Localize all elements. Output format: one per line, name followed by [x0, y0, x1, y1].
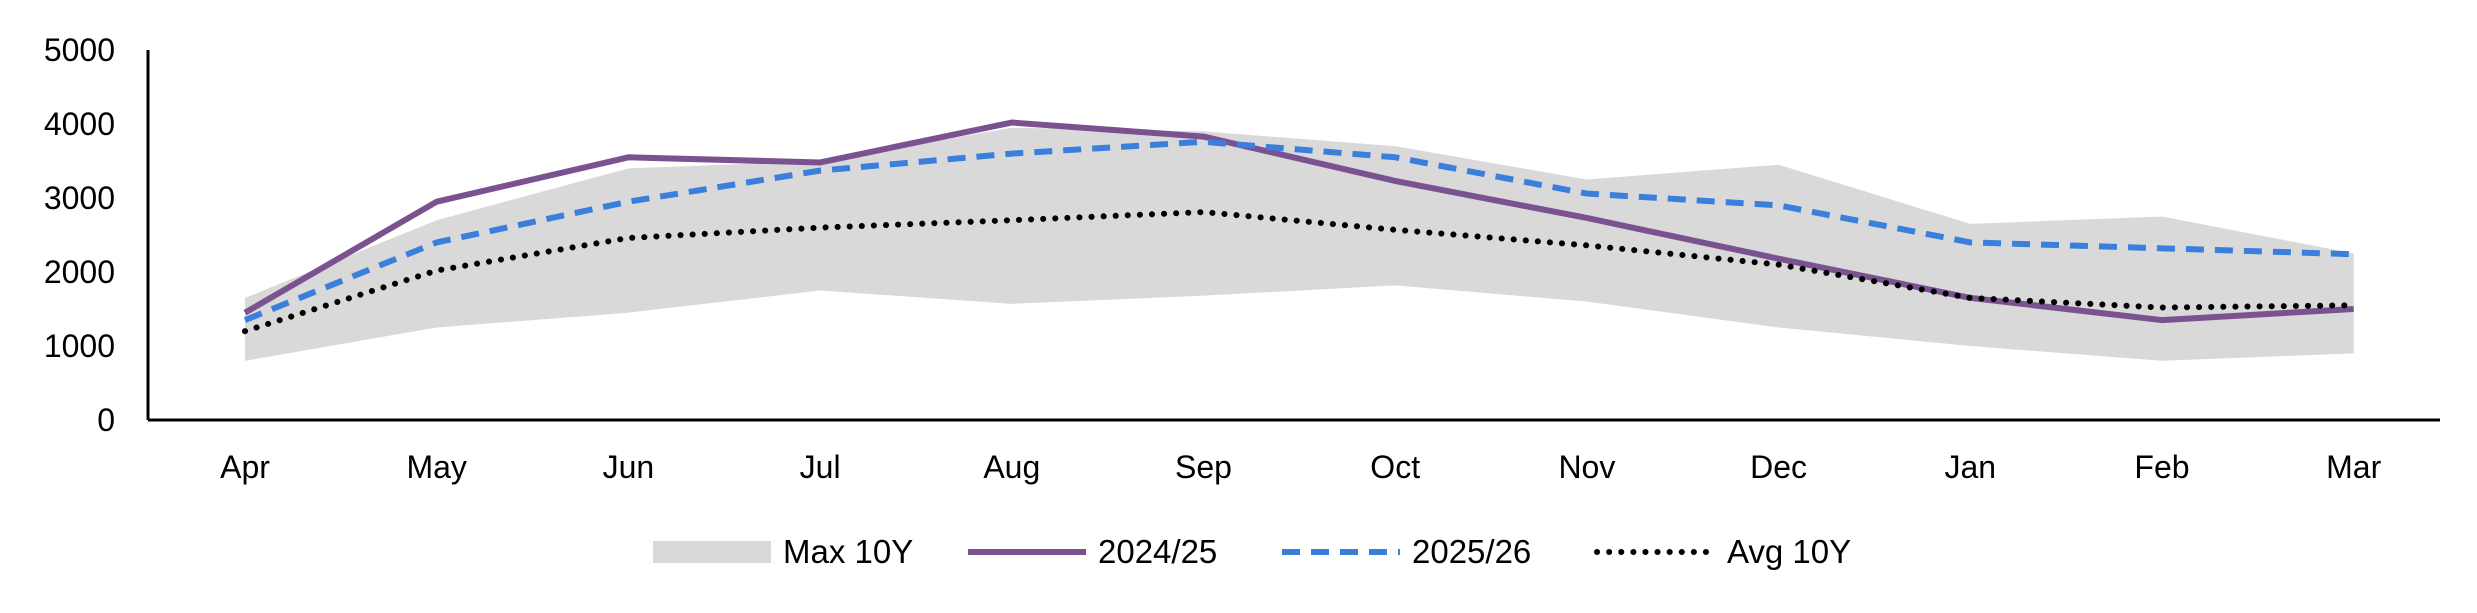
y-tick-label: 2000	[44, 254, 115, 290]
legend: Max 10Y 2024/25 2025/26 Avg 10Y	[653, 533, 1851, 570]
legend-swatch-max-10y	[653, 541, 771, 563]
max-10y-band-layer	[245, 127, 2354, 361]
x-axis-ticks: Apr May Jun Jul Aug Sep Oct Nov Dec Jan Feb Mar	[220, 449, 2381, 485]
x-tick-label: Nov	[1558, 449, 1615, 485]
band-max-10y	[245, 127, 2354, 361]
y-tick-label: 0	[97, 402, 115, 438]
y-tick-label: 3000	[44, 180, 115, 216]
series-layer	[242, 119, 2357, 335]
legend-label-max-10y: Max 10Y	[783, 533, 913, 570]
x-tick-label: Oct	[1370, 449, 1420, 485]
y-tick-label: 4000	[44, 106, 115, 142]
x-tick-label: Sep	[1175, 449, 1232, 485]
series-line-avg-10y	[242, 209, 2357, 335]
x-tick-label: Dec	[1750, 449, 1807, 485]
x-tick-label: Feb	[2134, 449, 2189, 485]
y-tick-label: 1000	[44, 328, 115, 364]
x-tick-label: May	[406, 449, 466, 485]
x-tick-label: Apr	[220, 449, 270, 485]
legend-label-2025-26: 2025/26	[1412, 533, 1531, 570]
series-line-2024-25	[243, 119, 2354, 324]
x-tick-label: Aug	[983, 449, 1040, 485]
y-tick-label: 5000	[44, 32, 115, 68]
x-tick-label: Mar	[2326, 449, 2381, 485]
x-tick-label: Jul	[800, 449, 841, 485]
legend-label-2024-25: 2024/25	[1098, 533, 1217, 570]
x-tick-label: Jan	[1945, 449, 1997, 485]
legend-label-avg-10y: Avg 10Y	[1727, 533, 1851, 570]
x-tick-label: Jun	[603, 449, 655, 485]
y-axis-ticks: 0 1000 2000 3000 4000 5000	[44, 32, 115, 438]
series-line-2025-26	[243, 138, 2354, 323]
